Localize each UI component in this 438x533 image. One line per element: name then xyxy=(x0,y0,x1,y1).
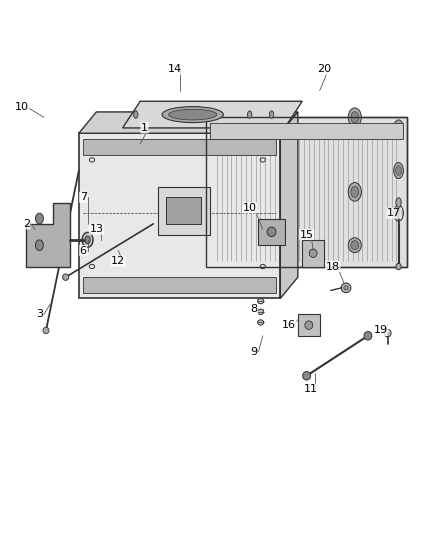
Ellipse shape xyxy=(396,208,402,218)
Text: 15: 15 xyxy=(300,230,314,239)
Ellipse shape xyxy=(396,263,401,270)
Text: 14: 14 xyxy=(168,64,182,74)
Text: 20: 20 xyxy=(317,64,331,74)
Text: 16: 16 xyxy=(282,320,296,330)
Polygon shape xyxy=(258,219,285,245)
Text: 2: 2 xyxy=(23,219,30,229)
Ellipse shape xyxy=(341,283,351,293)
Ellipse shape xyxy=(305,321,313,329)
Polygon shape xyxy=(79,133,280,298)
Polygon shape xyxy=(123,101,302,128)
Ellipse shape xyxy=(344,286,348,290)
Polygon shape xyxy=(210,123,403,139)
Ellipse shape xyxy=(169,109,217,120)
Ellipse shape xyxy=(384,329,391,337)
Text: 7: 7 xyxy=(80,192,87,202)
Text: 3: 3 xyxy=(36,310,43,319)
Ellipse shape xyxy=(394,205,403,221)
Polygon shape xyxy=(26,203,70,266)
Text: 10: 10 xyxy=(243,203,257,213)
Ellipse shape xyxy=(43,327,49,334)
Polygon shape xyxy=(166,197,201,224)
Ellipse shape xyxy=(134,111,138,118)
Ellipse shape xyxy=(351,187,359,198)
Ellipse shape xyxy=(82,232,93,247)
Ellipse shape xyxy=(348,183,361,201)
Ellipse shape xyxy=(351,112,359,123)
Ellipse shape xyxy=(309,249,317,257)
Polygon shape xyxy=(206,117,407,266)
Ellipse shape xyxy=(394,120,403,136)
Ellipse shape xyxy=(269,111,274,118)
Ellipse shape xyxy=(303,372,311,380)
Ellipse shape xyxy=(364,332,372,340)
Ellipse shape xyxy=(267,227,276,237)
Text: 19: 19 xyxy=(374,326,388,335)
Text: 18: 18 xyxy=(326,262,340,271)
Text: 9: 9 xyxy=(251,347,258,357)
Text: 12: 12 xyxy=(111,256,125,266)
Text: 13: 13 xyxy=(89,224,103,234)
Ellipse shape xyxy=(258,320,264,325)
Ellipse shape xyxy=(396,198,401,207)
Polygon shape xyxy=(158,187,210,235)
Polygon shape xyxy=(302,240,324,266)
Ellipse shape xyxy=(258,309,264,314)
Ellipse shape xyxy=(85,236,90,244)
Polygon shape xyxy=(79,112,298,133)
Ellipse shape xyxy=(396,123,402,133)
Text: 11: 11 xyxy=(304,384,318,394)
Text: 10: 10 xyxy=(15,102,29,111)
Text: 1: 1 xyxy=(141,123,148,133)
Ellipse shape xyxy=(351,241,359,249)
Text: 8: 8 xyxy=(251,304,258,314)
Polygon shape xyxy=(298,314,320,336)
Ellipse shape xyxy=(162,107,223,123)
Polygon shape xyxy=(83,277,276,293)
Ellipse shape xyxy=(35,213,43,224)
Polygon shape xyxy=(83,139,276,155)
Ellipse shape xyxy=(396,166,402,175)
Ellipse shape xyxy=(348,238,361,253)
Ellipse shape xyxy=(247,111,252,118)
Ellipse shape xyxy=(258,298,264,304)
Text: 17: 17 xyxy=(387,208,401,218)
Polygon shape xyxy=(280,112,298,298)
Ellipse shape xyxy=(63,274,69,280)
Text: 6: 6 xyxy=(80,246,87,255)
Ellipse shape xyxy=(35,240,43,251)
Ellipse shape xyxy=(394,163,403,179)
Ellipse shape xyxy=(348,108,361,126)
